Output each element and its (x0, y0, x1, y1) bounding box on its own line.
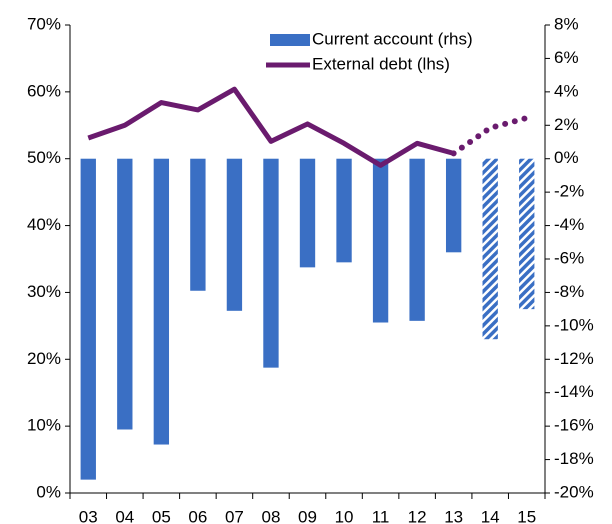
x-tick-label: 13 (444, 507, 463, 524)
y2-tick-label: 4% (554, 81, 579, 100)
y-tick-label: 30% (27, 282, 61, 301)
y-tick-label: 70% (27, 14, 61, 33)
y2-tick-label: -6% (554, 248, 584, 267)
line-forecast (450, 114, 530, 157)
x-tick-label: 07 (225, 507, 244, 524)
y-tick-label: 10% (27, 416, 61, 435)
bar (80, 158, 96, 480)
y2-tick-label: -2% (554, 182, 584, 201)
x-tick-label: 06 (188, 507, 207, 524)
y2-tick-label: -4% (554, 215, 584, 234)
x-tick-label: 15 (517, 507, 536, 524)
bar (190, 158, 206, 291)
y-tick-label: 0% (36, 482, 61, 501)
bar (226, 158, 243, 311)
y2-tick-label: -10% (554, 315, 594, 334)
y2-tick-label: -20% (554, 482, 594, 501)
bar (299, 158, 316, 268)
y2-tick-label: 2% (554, 115, 579, 134)
bar (409, 158, 425, 321)
bar (445, 158, 462, 253)
y2-tick-label: 0% (554, 148, 579, 167)
x-tick-label: 14 (481, 507, 500, 524)
x-tick-label: 10 (335, 507, 354, 524)
y2-tick-label: -16% (554, 416, 594, 435)
y-tick-label: 50% (27, 148, 61, 167)
x-tick-label: 09 (298, 507, 317, 524)
x-tick-label: 04 (115, 507, 134, 524)
bar (153, 158, 170, 445)
bar (482, 158, 498, 340)
x-tick-label: 12 (408, 507, 427, 524)
bar (117, 158, 133, 430)
y-tick-label: 40% (27, 215, 61, 234)
legend-label: Current account (rhs) (312, 29, 473, 48)
y2-tick-label: -18% (554, 449, 594, 468)
x-tick-label: 05 (152, 507, 171, 524)
bar (263, 158, 279, 368)
y2-tick-label: 8% (554, 14, 579, 33)
y-tick-label: 60% (27, 81, 61, 100)
y2-tick-label: -12% (554, 349, 594, 368)
legend-swatch (270, 34, 310, 46)
legend-label: External debt (lhs) (312, 54, 450, 73)
x-tick-label: 08 (262, 507, 281, 524)
y2-tick-label: -8% (554, 282, 584, 301)
y2-tick-label: -14% (554, 382, 594, 401)
x-tick-label: 03 (79, 507, 98, 524)
x-tick-label: 11 (372, 507, 390, 524)
bar (519, 158, 535, 310)
y-tick-label: 20% (27, 349, 61, 368)
line (87, 86, 455, 168)
bar (372, 158, 389, 323)
bar (336, 158, 352, 263)
y2-tick-label: 6% (554, 48, 579, 67)
